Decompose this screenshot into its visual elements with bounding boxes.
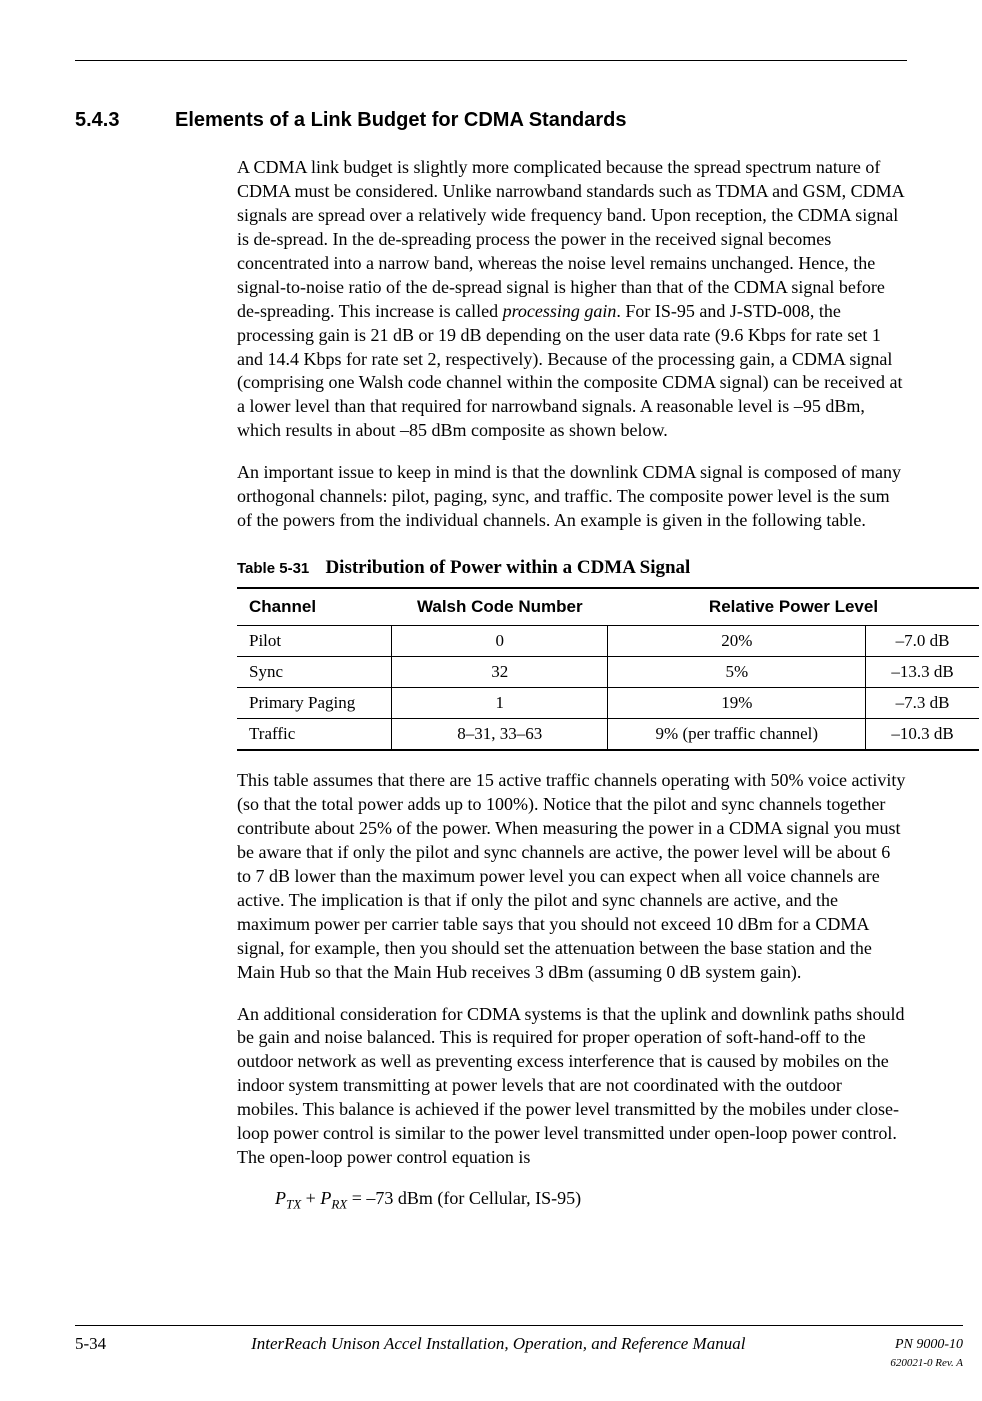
- p1-part-b: . For IS-95 and J-STD-008, the processin…: [237, 301, 903, 441]
- table-row: Sync 32 5% –13.3 dB: [237, 657, 979, 688]
- paragraph-3: This table assumes that there are 15 act…: [237, 769, 907, 984]
- eq-ptx-sub: TX: [286, 1197, 301, 1212]
- table-row: Pilot 0 20% –7.0 dB: [237, 626, 979, 657]
- cell-power-pct: 9% (per traffic channel): [608, 719, 866, 751]
- p1-part-a: A CDMA link budget is slightly more comp…: [237, 157, 904, 321]
- cell-walsh: 32: [392, 657, 608, 688]
- cell-power-pct: 20%: [608, 626, 866, 657]
- eq-text: = –73 dBm (for Cellular, IS-95): [347, 1188, 581, 1208]
- eq-ptx: P: [275, 1188, 286, 1208]
- paragraph-4: An additional consideration for CDMA sys…: [237, 1003, 907, 1171]
- footer-right: PN 9000-10 620021-0 Rev. A: [890, 1334, 963, 1371]
- footer-revision: 620021-0 Rev. A: [890, 1357, 963, 1369]
- table-caption: Table 5-31 Distribution of Power within …: [237, 557, 907, 579]
- footer: 5-34 InterReach Unison Accel Installatio…: [0, 1325, 982, 1371]
- top-rule: [75, 60, 907, 61]
- cell-channel: Primary Paging: [237, 688, 392, 719]
- cell-channel: Sync: [237, 657, 392, 688]
- header-power: Relative Power Level: [608, 588, 979, 626]
- cell-walsh: 0: [392, 626, 608, 657]
- cell-channel: Pilot: [237, 626, 392, 657]
- cell-power-pct: 5%: [608, 657, 866, 688]
- footer-part-number: PN 9000-10: [895, 1337, 963, 1352]
- paragraph-2: An important issue to keep in mind is th…: [237, 461, 907, 533]
- equation: PTX + PRX = –73 dBm (for Cellular, IS-95…: [275, 1188, 907, 1213]
- cdma-power-table: Channel Walsh Code Number Relative Power…: [237, 587, 979, 751]
- table-header-row: Channel Walsh Code Number Relative Power…: [237, 588, 979, 626]
- section-title: Elements of a Link Budget for CDMA Stand…: [175, 109, 907, 132]
- eq-plus: +: [301, 1188, 320, 1208]
- table-caption-label: Table 5-31: [237, 560, 309, 577]
- cell-power-pct: 19%: [608, 688, 866, 719]
- cell-walsh: 8–31, 33–63: [392, 719, 608, 751]
- cell-power-db: –7.3 dB: [866, 688, 979, 719]
- section-heading: 5.4.3 Elements of a Link Budget for CDMA…: [75, 109, 907, 132]
- table-row: Primary Paging 1 19% –7.3 dB: [237, 688, 979, 719]
- section-number: 5.4.3: [75, 109, 175, 132]
- cell-power-db: –13.3 dB: [866, 657, 979, 688]
- header-channel: Channel: [237, 588, 392, 626]
- header-walsh: Walsh Code Number: [392, 588, 608, 626]
- eq-prx-sub: RX: [331, 1197, 347, 1212]
- footer-title: InterReach Unison Accel Installation, Op…: [251, 1334, 745, 1354]
- footer-rule: [75, 1325, 963, 1326]
- paragraph-1: A CDMA link budget is slightly more comp…: [237, 156, 907, 443]
- p1-italic: processing gain: [503, 301, 617, 321]
- cell-walsh: 1: [392, 688, 608, 719]
- cell-power-db: –7.0 dB: [866, 626, 979, 657]
- page-content: 5.4.3 Elements of a Link Budget for CDMA…: [0, 0, 982, 1213]
- table-caption-text: Distribution of Power within a CDMA Sign…: [325, 557, 690, 578]
- footer-content: 5-34 InterReach Unison Accel Installatio…: [75, 1334, 963, 1371]
- table-row: Traffic 8–31, 33–63 9% (per traffic chan…: [237, 719, 979, 751]
- footer-page-number: 5-34: [75, 1334, 106, 1354]
- cell-channel: Traffic: [237, 719, 392, 751]
- cell-power-db: –10.3 dB: [866, 719, 979, 751]
- eq-prx: P: [320, 1188, 331, 1208]
